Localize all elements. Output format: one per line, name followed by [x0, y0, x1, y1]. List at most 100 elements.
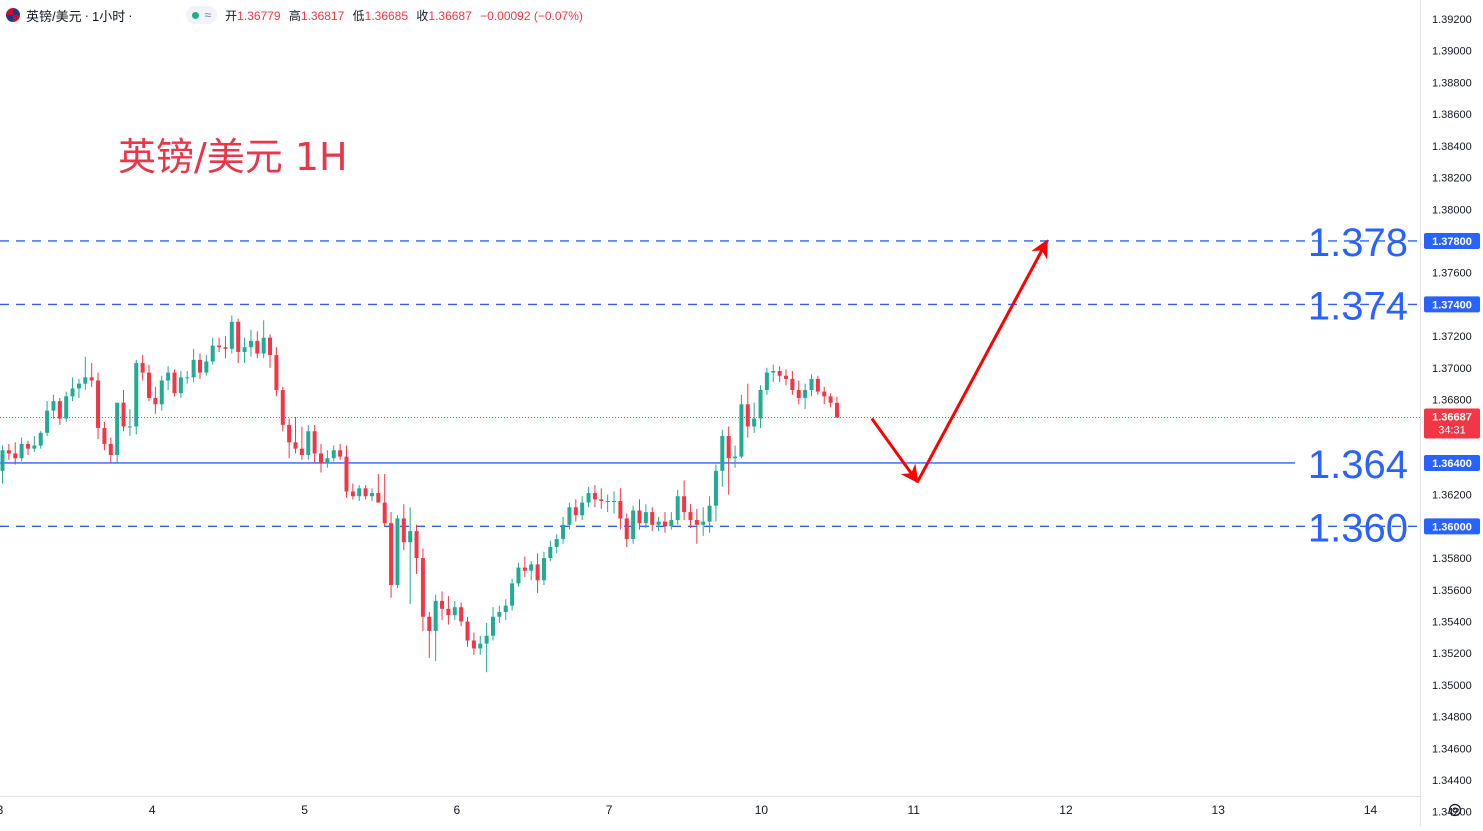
candle [650, 507, 655, 532]
candle [548, 540, 553, 562]
candle-body [32, 445, 37, 449]
candle [83, 356, 88, 391]
candle [694, 508, 699, 544]
candle [631, 505, 636, 544]
candle-body [573, 507, 578, 516]
candle [739, 394, 744, 459]
candle-body [223, 347, 228, 349]
candle [89, 363, 94, 387]
market-status-pill[interactable]: ≈ [185, 6, 218, 24]
time-tick-label: 14 [1364, 803, 1378, 817]
price-tick-label: 1.35800 [1432, 553, 1472, 565]
ohlc-values: 开1.36779 高1.36817 低1.36685 收1.36687 −0.0… [225, 7, 583, 24]
candle [280, 386, 285, 432]
candle-body [236, 321, 241, 352]
candle-body [688, 512, 693, 521]
candle-body [217, 345, 222, 348]
candle-body [758, 390, 763, 419]
candle-body [255, 340, 260, 354]
candle-body [803, 390, 808, 398]
candle-body [363, 488, 368, 497]
candle [115, 402, 120, 463]
candle-body [420, 558, 425, 617]
price-tick-label: 1.38800 [1432, 77, 1472, 89]
candle-body [586, 493, 591, 503]
candle-body [369, 493, 374, 497]
candle-body [465, 621, 470, 641]
level-axis-label: 1.36000 [1432, 521, 1472, 533]
candle-body [51, 401, 56, 411]
candle [790, 370, 795, 395]
candle-body [834, 402, 839, 418]
candle [720, 429, 725, 487]
projection-arrow-down [870, 417, 919, 484]
candle [541, 551, 546, 586]
candle-body [134, 363, 139, 427]
price-tick-label: 1.35000 [1432, 680, 1472, 692]
candle-body [592, 493, 597, 500]
candle [586, 486, 591, 508]
candle [433, 594, 438, 662]
level-label-1.378: 1.378 [1308, 221, 1408, 265]
price-tick-label: 1.37600 [1432, 268, 1472, 280]
candle-body [567, 507, 572, 525]
candle-body [720, 435, 725, 471]
candle [567, 502, 572, 530]
interval-label[interactable]: 1小时 [91, 8, 126, 24]
candle [13, 442, 18, 465]
candle [637, 499, 642, 530]
candle [701, 507, 706, 536]
candle [554, 534, 559, 554]
price-tick-label: 1.34200 [1432, 807, 1472, 819]
candle-body [631, 510, 636, 540]
open-label: 开 [225, 8, 238, 23]
candle [408, 507, 413, 605]
candle [803, 383, 808, 410]
gear-icon[interactable] [1448, 803, 1462, 817]
candle [389, 512, 394, 598]
candle [497, 605, 502, 624]
candle-body [38, 432, 43, 446]
candle-body [484, 635, 489, 644]
change-value: −0.00092 (−0.07%) [480, 8, 583, 23]
price-tick-label: 1.39200 [1432, 14, 1472, 26]
level-axis-box [1424, 296, 1480, 313]
candle [121, 390, 126, 432]
candle [522, 556, 527, 578]
candle [70, 377, 75, 402]
symbol-name[interactable]: 英镑/美元 [26, 8, 82, 24]
separator-dot: · [84, 7, 89, 23]
candle-body [299, 448, 304, 456]
candle [76, 378, 81, 398]
candle-body [580, 502, 585, 516]
candle-body [605, 500, 610, 502]
candle-body [76, 383, 81, 389]
candle [427, 611, 432, 658]
candle [612, 491, 617, 514]
candle [771, 364, 776, 383]
candle-body [427, 616, 432, 631]
candle [828, 393, 833, 408]
candle [465, 616, 470, 647]
candle-body [414, 531, 419, 559]
candle-body [516, 567, 521, 584]
candle-body [471, 640, 476, 649]
candle [834, 396, 839, 418]
candle-body [127, 426, 132, 428]
candle [758, 385, 763, 429]
candle-body [599, 499, 604, 501]
candle [535, 553, 540, 593]
candle [229, 315, 234, 354]
symbol-legend: 英镑/美元 · 1小时 · ≈ 开1.36779 高1.36817 低1.366… [6, 4, 583, 26]
candle [25, 440, 30, 456]
level-axis-label: 1.36400 [1432, 458, 1472, 470]
candle-body [682, 496, 687, 513]
candle [573, 499, 578, 522]
candle [656, 516, 661, 532]
candle-body [96, 380, 101, 429]
candle-body [312, 431, 317, 454]
time-tick-label: 6 [453, 803, 460, 817]
price-tick-label: 1.34800 [1432, 712, 1472, 724]
